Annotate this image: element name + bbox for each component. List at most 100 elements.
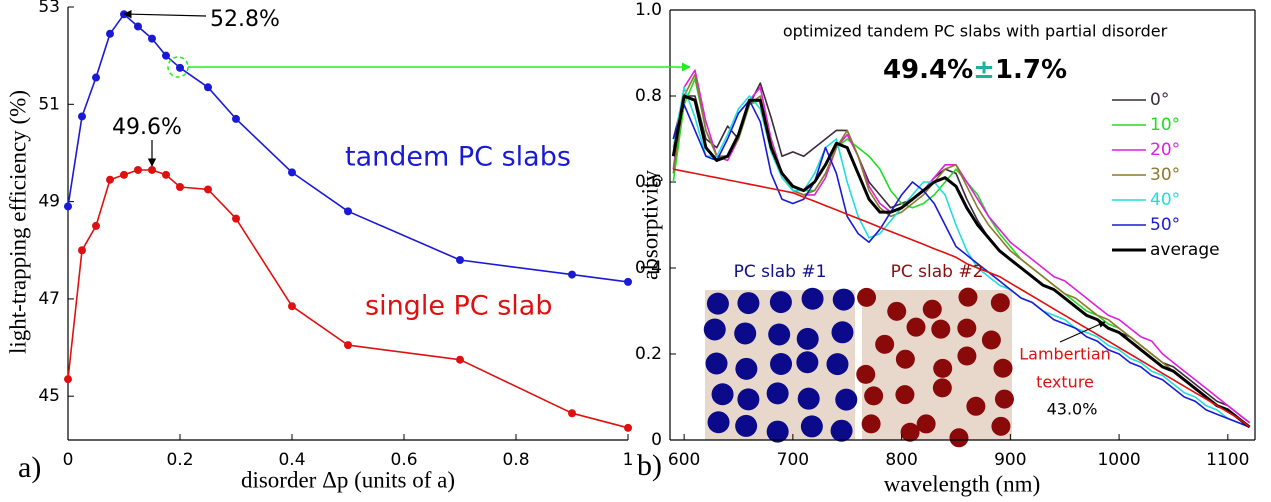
inset-dot (887, 301, 907, 321)
inset-dot (922, 299, 942, 319)
y-tick-label: 1.0 (635, 0, 662, 20)
marker (148, 165, 156, 174)
x-tick-label: 0.8 (502, 450, 529, 470)
marker (120, 170, 128, 179)
inset-dot (735, 357, 758, 380)
series-line (672, 99, 1250, 428)
series-line (67, 13, 629, 283)
inset-dot (769, 291, 792, 314)
marker (106, 175, 114, 184)
inset-label: PC slab #1 (734, 262, 827, 282)
y-axis-label: light-trapping efficiency (%) (5, 90, 30, 354)
highlight-pm: ± (973, 55, 995, 85)
inset-dot (949, 428, 969, 448)
x-tick-label: 1100 (1206, 450, 1249, 470)
inset-dot (711, 383, 734, 406)
inset-dot (706, 292, 729, 315)
chart-title: optimized tandem PC slabs with partial d… (783, 22, 1168, 41)
marker (456, 255, 464, 264)
marker (288, 168, 296, 177)
y-tick-label: 0.8 (635, 86, 662, 106)
inset-dot (906, 317, 926, 337)
marker (64, 375, 72, 384)
y-tick-label: 49 (38, 192, 60, 212)
legend-label: average (1150, 240, 1220, 260)
inset-dot (766, 382, 789, 405)
marker (162, 51, 170, 60)
marker (288, 302, 296, 311)
annotation: 49.6% (112, 115, 182, 140)
x-tick-label: 0.6 (390, 450, 417, 470)
x-tick-label: 0 (63, 450, 74, 470)
inset-dot (993, 358, 1013, 378)
marker (344, 207, 352, 216)
inset-dot (861, 414, 881, 434)
panel-label: a) (18, 451, 41, 484)
inset-dot (734, 322, 757, 345)
marker (624, 423, 632, 432)
marker (232, 214, 240, 223)
highlight-value: 49.4% (883, 55, 973, 85)
legend-label: 0° (1150, 90, 1169, 110)
inset-dot (831, 321, 854, 344)
marker (78, 112, 86, 121)
marker (624, 277, 632, 286)
inset-dot (800, 415, 823, 438)
marker (568, 409, 576, 418)
marker (106, 29, 114, 38)
y-tick-label: 0.4 (635, 258, 662, 278)
marker (64, 202, 72, 211)
marker (78, 246, 86, 255)
inset-dot (857, 287, 877, 307)
series-label: tandem PC slabs (345, 142, 571, 173)
inset-dot (991, 416, 1011, 436)
inset-dot (931, 319, 951, 339)
inset-dot (703, 318, 726, 341)
inset-dot (856, 364, 876, 384)
inset-dot (864, 386, 884, 406)
series-line (67, 169, 629, 429)
inset-dot (875, 334, 895, 354)
inset-dot (737, 388, 760, 411)
marker (232, 114, 240, 123)
inset-dot (707, 411, 730, 434)
inset-dot (981, 330, 1001, 350)
y-tick-label: 0.2 (635, 344, 662, 364)
y-tick-label: 0.6 (635, 172, 662, 192)
inset-dot (900, 422, 920, 442)
annotation-arrow (1059, 321, 1106, 343)
inset-label: PC slab #2 (891, 262, 984, 282)
series-line (673, 168, 1251, 428)
inset-dot (966, 396, 986, 416)
inset-dot (768, 323, 791, 346)
x-tick-label: 0.2 (166, 450, 193, 470)
series-line (672, 69, 1251, 424)
y-tick-label: 53 (38, 0, 60, 17)
annotation: 52.8% (210, 7, 280, 32)
inset-dot (832, 288, 855, 311)
inset-dot (801, 287, 824, 310)
x-tick-label: 700 (777, 450, 809, 470)
legend-label: 20° (1150, 140, 1180, 160)
x-axis-label: disorder Δp (units of a) (241, 467, 455, 492)
annotation-arrow (123, 9, 207, 19)
inset-dot (933, 358, 953, 378)
series-line (671, 94, 1251, 429)
marker (162, 170, 170, 179)
inset-dot (770, 353, 793, 376)
insets (703, 287, 1014, 448)
x-tick-label: 800 (885, 450, 917, 470)
highlight-text: 49.4%±1.7% (883, 55, 1067, 85)
inset-dot (830, 419, 853, 442)
legend-label: 30° (1150, 165, 1180, 185)
inset-dot (766, 420, 789, 443)
marker (568, 270, 576, 279)
plot-layer: 0 0.2 0.4 0.6 0.8 1 45 47 49 51 53 600 700 800 900 1000… (38, 0, 1256, 470)
panel-label: b) (637, 449, 662, 482)
inset-dot (797, 387, 820, 410)
x-tick-label: 600 (668, 450, 700, 470)
inset-dot (835, 388, 858, 411)
legend-label: 10° (1150, 115, 1180, 135)
y-tick-label: 45 (38, 386, 60, 406)
